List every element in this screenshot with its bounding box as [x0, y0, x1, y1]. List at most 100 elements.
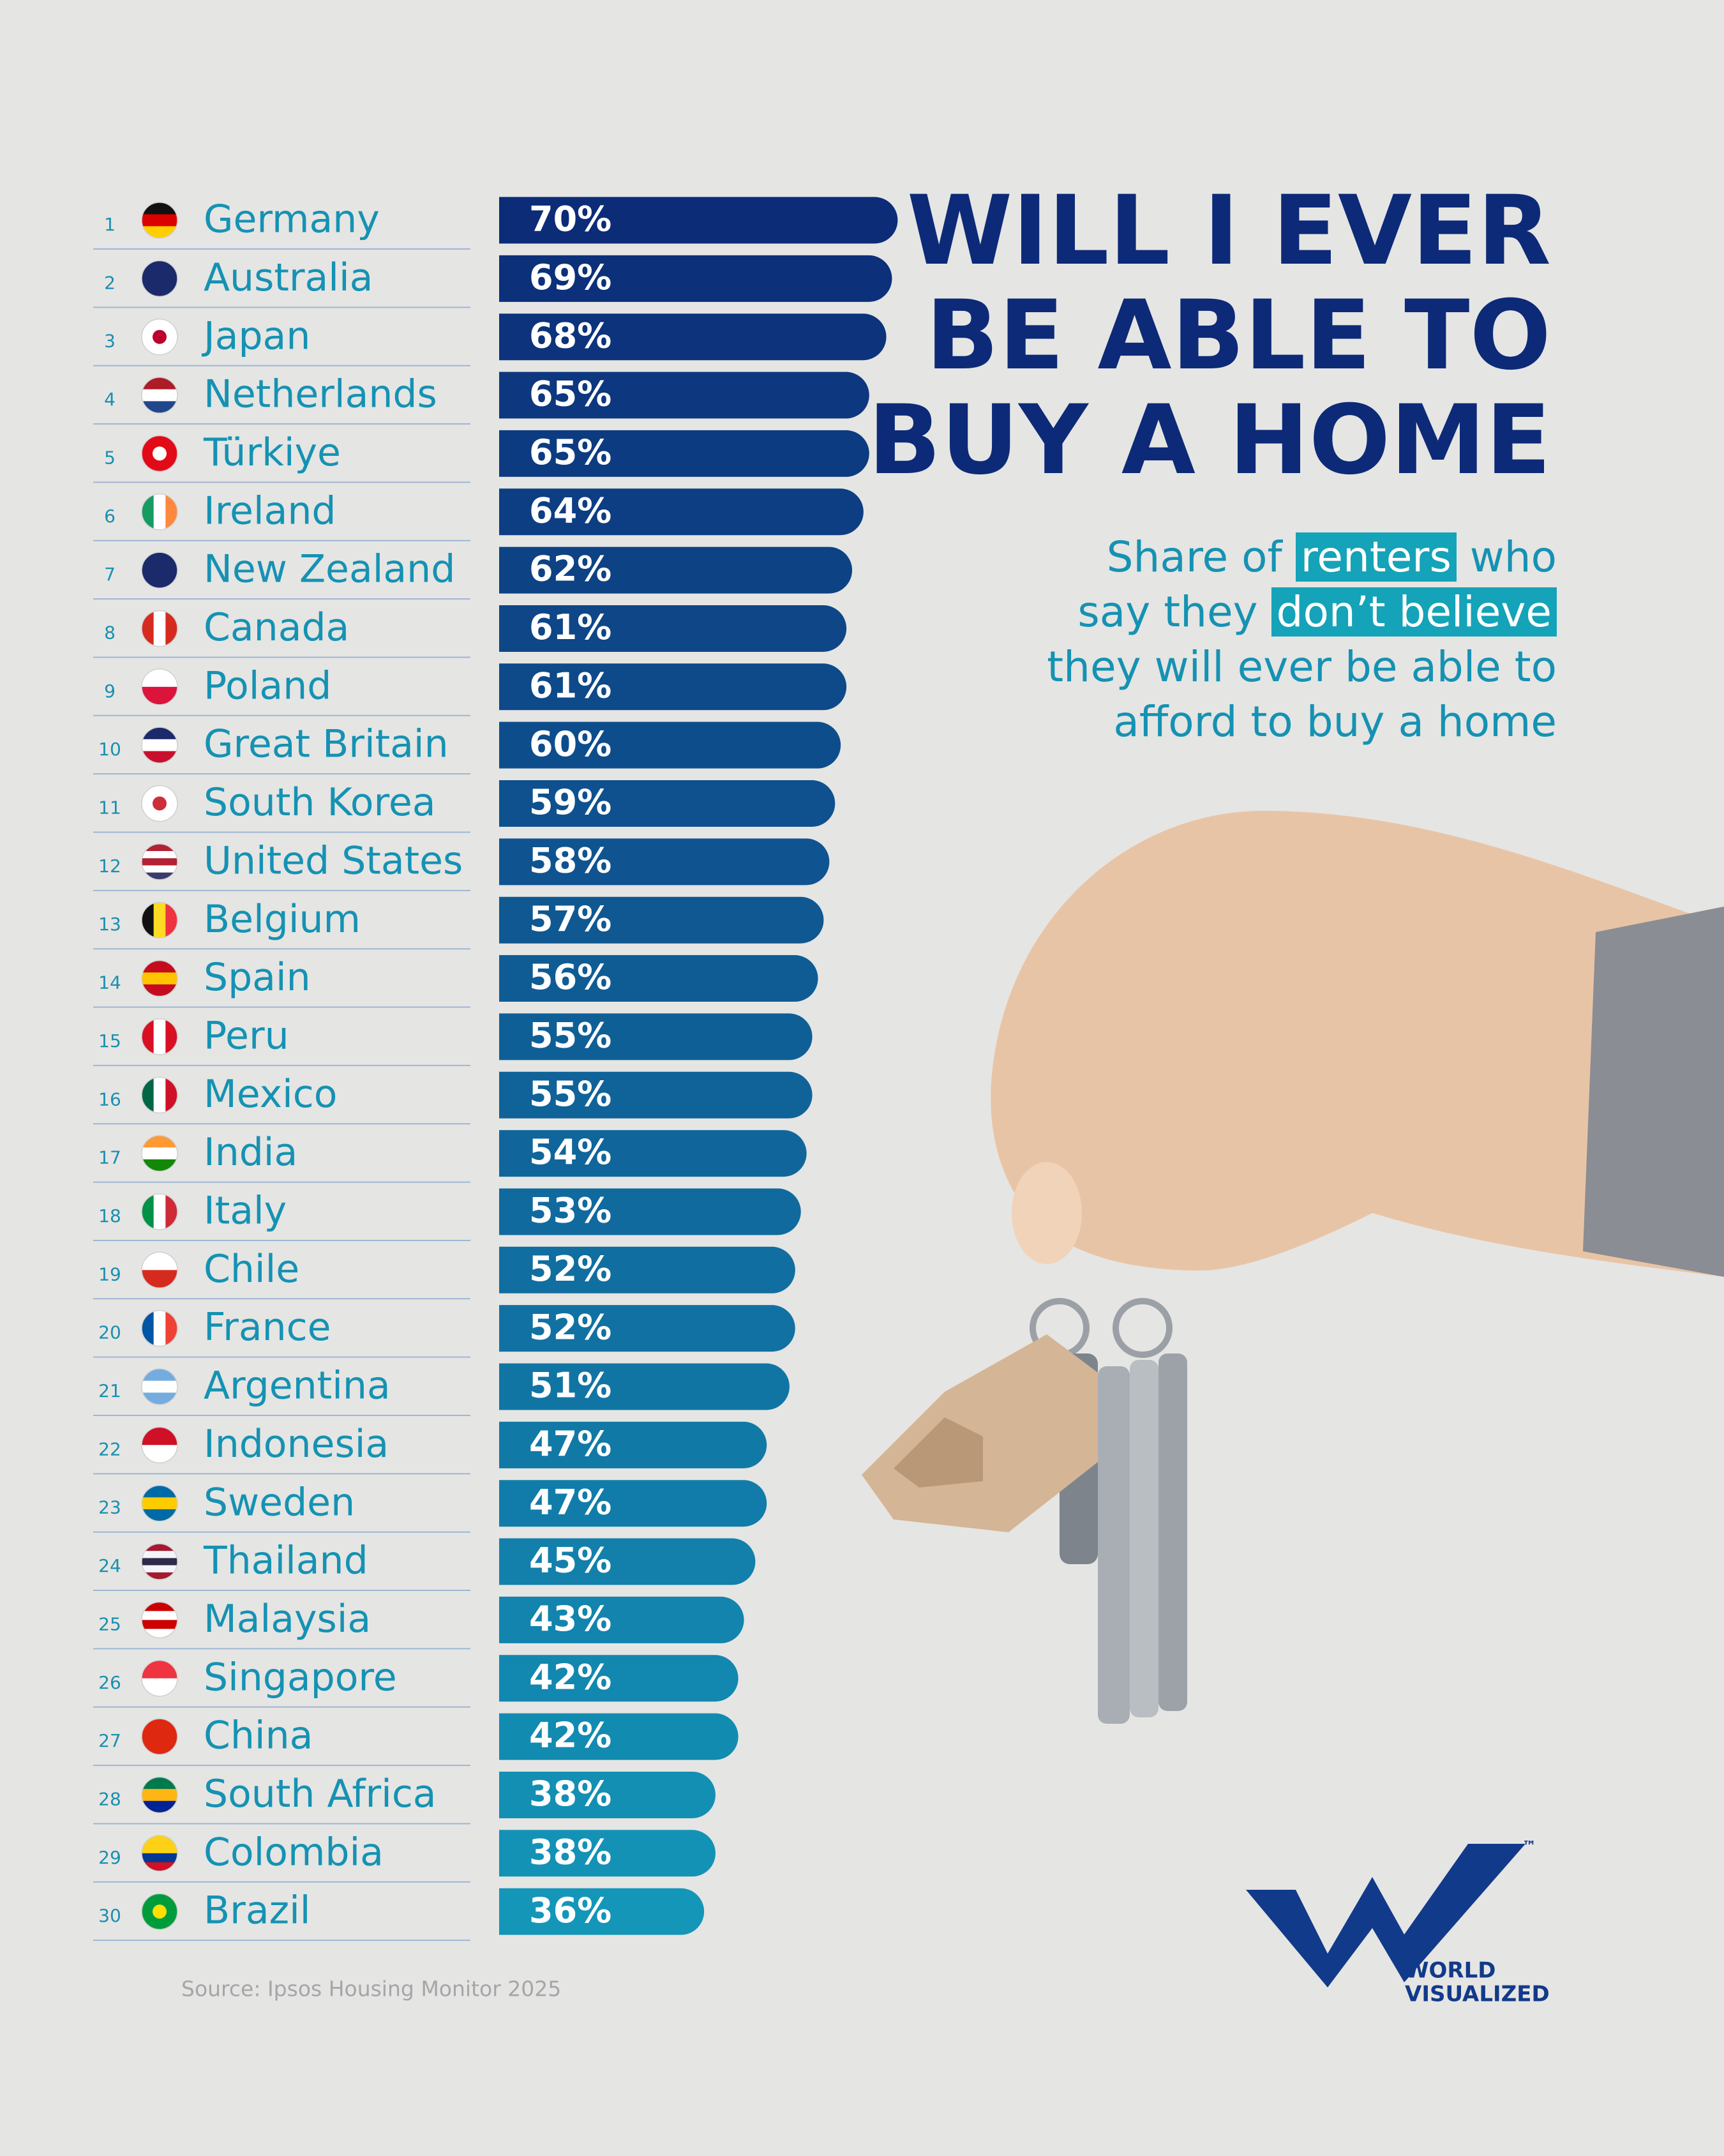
rank: 24: [98, 1555, 121, 1576]
bar: [499, 547, 853, 594]
flag-stripe: [142, 1159, 177, 1172]
bar: [499, 1596, 744, 1643]
bar: [499, 1305, 795, 1352]
flag-stripe: [142, 377, 177, 390]
logo: WORLD VISUALIZED ™: [1246, 1839, 1550, 2007]
flag-border: [141, 552, 178, 589]
flag-border: [141, 377, 178, 414]
rank: 15: [98, 1030, 121, 1052]
flag: [142, 260, 177, 297]
rank: 26: [98, 1672, 121, 1693]
hand-illustration: [862, 811, 1724, 1724]
rank: 10: [98, 739, 121, 760]
bar: [499, 1480, 767, 1527]
logo-tm: ™: [1522, 1839, 1536, 1855]
value-label: 52%: [529, 1249, 611, 1289]
logo-text: WORLD: [1405, 1958, 1495, 1984]
subtitle-text: afford to buy a home: [1113, 697, 1557, 746]
flag-stripe: [142, 401, 177, 414]
rank: 17: [98, 1147, 121, 1168]
flag-stripe: [142, 1678, 177, 1696]
rank: 30: [98, 1905, 121, 1926]
rank: 18: [98, 1205, 121, 1226]
rank: 20: [98, 1322, 121, 1343]
flag-border: [141, 1601, 178, 1639]
flag-stripe: [142, 1777, 177, 1790]
flag-emblem: [153, 446, 167, 461]
value-label: 43%: [529, 1599, 611, 1639]
flag: [142, 1193, 177, 1230]
flag-stripe: [142, 1844, 177, 1854]
value-label: 69%: [529, 257, 611, 298]
rank: 27: [98, 1730, 121, 1751]
rank: 8: [104, 622, 116, 643]
bar: [499, 430, 869, 477]
country-label: Indonesia: [204, 1422, 389, 1466]
subtitle-line: afford to buy a home: [1047, 695, 1557, 750]
country-label: New Zealand: [204, 547, 455, 592]
flag: [142, 319, 177, 355]
bar: [499, 1713, 738, 1760]
bar: [499, 313, 887, 361]
rank: 12: [98, 856, 121, 877]
flag-stripe: [142, 668, 177, 688]
value-label: 64%: [529, 490, 611, 531]
country-label: Germany: [204, 197, 380, 242]
flag-border: [141, 1484, 178, 1522]
logo-text: VISUALIZED: [1405, 1982, 1550, 2007]
value-label: 61%: [529, 607, 611, 647]
flag: [142, 1719, 177, 1755]
flag-border: [141, 610, 178, 647]
flag-stripe: [142, 902, 154, 939]
flag: [142, 960, 177, 997]
value-label: 70%: [529, 199, 611, 239]
flag-stripe: [153, 494, 166, 530]
flag-border: [141, 318, 178, 356]
rank: 4: [104, 389, 116, 410]
bar: [499, 1130, 807, 1177]
rank: 22: [98, 1438, 121, 1459]
flag-stripe: [142, 1572, 177, 1580]
flag-border: [141, 1309, 178, 1347]
country-label: Singapore: [204, 1655, 397, 1700]
rank: 23: [98, 1497, 121, 1518]
flag-stripe: [142, 1558, 177, 1566]
flag-stripe: [142, 214, 177, 227]
bar: [499, 1188, 801, 1235]
flag: [142, 377, 177, 414]
flag-border: [141, 1018, 178, 1055]
bar: [499, 955, 818, 1002]
bar: [499, 838, 830, 886]
flag-stripe: [142, 1719, 177, 1755]
value-label: 65%: [529, 374, 611, 414]
flag-border: [141, 1368, 178, 1405]
flag-stripe: [142, 751, 177, 764]
flag-stripe: [142, 1620, 177, 1629]
flag: [142, 1544, 177, 1580]
value-label: 54%: [529, 1132, 611, 1172]
flag-stripe: [153, 1310, 166, 1346]
bar: [499, 780, 836, 827]
bar: [499, 1655, 738, 1702]
country-label: Italy: [204, 1189, 287, 1233]
flag-border: [141, 494, 178, 531]
rank: 19: [98, 1263, 121, 1285]
logo-mark: [1246, 1844, 1525, 1987]
flag-stripe: [142, 494, 154, 530]
flag-stripe: [142, 1369, 177, 1382]
country-label: Argentina: [204, 1364, 391, 1408]
bar: [499, 255, 892, 302]
flag-border: [141, 260, 178, 298]
source: Source: Ipsos Housing Monitor 2025: [181, 1977, 561, 2001]
subtitle-text: Share of: [1106, 532, 1296, 582]
country-label: Türkiye: [203, 430, 341, 475]
flag-stripe: [142, 739, 177, 751]
value-label: 38%: [529, 1832, 611, 1872]
value-label: 55%: [529, 1074, 611, 1114]
bar: [499, 1071, 813, 1119]
rank: 16: [98, 1089, 121, 1110]
flag-stripe: [142, 727, 177, 740]
value-label: 51%: [529, 1366, 611, 1406]
flag-stripe: [165, 1193, 177, 1230]
